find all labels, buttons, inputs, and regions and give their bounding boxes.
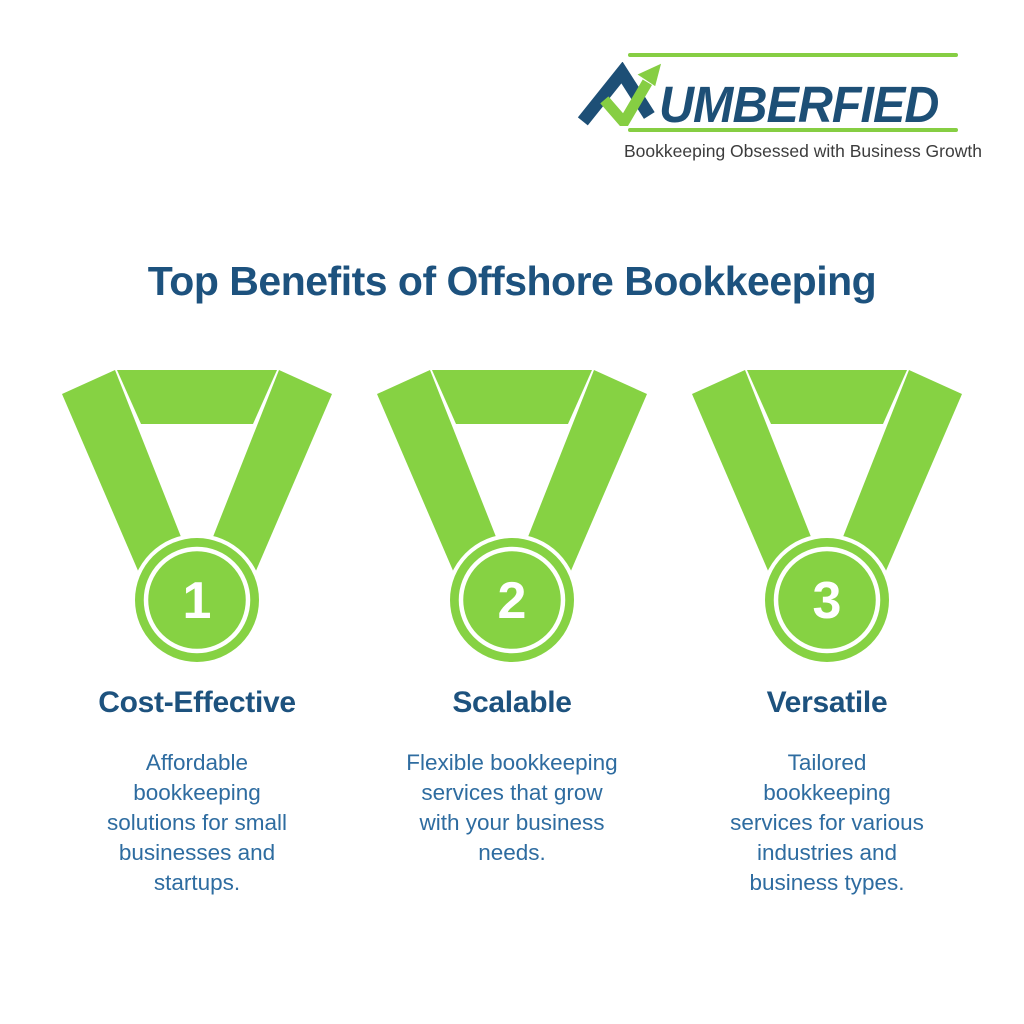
- numberfied-n-arrow-icon: [577, 62, 662, 126]
- medal-disc: [450, 538, 574, 662]
- ribbon-right-strap: [207, 370, 332, 580]
- medal-number: 1: [183, 572, 212, 630]
- medal-inner-ring: [773, 546, 881, 654]
- ribbon-right-strap: [522, 370, 647, 580]
- medal-2-icon: 2: [377, 370, 647, 666]
- ribbon-back: [747, 370, 907, 424]
- medal-disc: [135, 538, 259, 662]
- benefit-title: Scalable: [452, 686, 572, 719]
- medal-1-icon: 1: [62, 370, 332, 666]
- benefit-description: Flexible bookkeeping services that grow …: [406, 750, 618, 865]
- page-title: Top Benefits of Offshore Bookkeeping: [147, 258, 877, 304]
- ribbon-right-strap: [837, 370, 962, 580]
- benefit-column-3: 3 Versatile Tailored bookkeeping service…: [687, 362, 967, 898]
- ribbon-back: [117, 370, 277, 424]
- numberfied-logo: UMBERFIED Bookkeeping Obsessed with Busi…: [575, 53, 982, 162]
- medal-inner-ring: [143, 546, 251, 654]
- logo-bottom-rule: [628, 128, 958, 132]
- logo-wordmark: UMBERFIED: [659, 76, 939, 133]
- medal-number: 3: [813, 572, 842, 630]
- benefit-column-2: 2 Scalable Flexible bookkeeping services…: [372, 362, 652, 898]
- ribbon-left-strap: [377, 370, 502, 580]
- benefit-description: Tailored bookkeeping services for variou…: [730, 750, 924, 895]
- medal-disc: [765, 538, 889, 662]
- medal-3-icon: 3: [692, 370, 962, 666]
- benefit-title: Versatile: [766, 686, 888, 719]
- benefit-title: Cost-Effective: [98, 686, 296, 719]
- benefit-description: Affordable bookkeeping solutions for sma…: [106, 750, 288, 895]
- medal-number: 2: [498, 572, 527, 630]
- logo-row: UMBERFIED: [575, 60, 970, 133]
- ribbon-left-strap: [692, 370, 817, 580]
- logo-tagline: Bookkeeping Obsessed with Business Growt…: [624, 141, 982, 161]
- ribbon-left-strap: [62, 370, 187, 580]
- benefit-column-1: 1 Cost-Effective Affordable bookkeeping …: [57, 362, 337, 898]
- logo-top-rule: [628, 53, 958, 57]
- medal-inner-ring: [458, 546, 566, 654]
- benefits-row: 1 Cost-Effective Affordable bookkeeping …: [57, 362, 967, 898]
- ribbon-back: [432, 370, 592, 424]
